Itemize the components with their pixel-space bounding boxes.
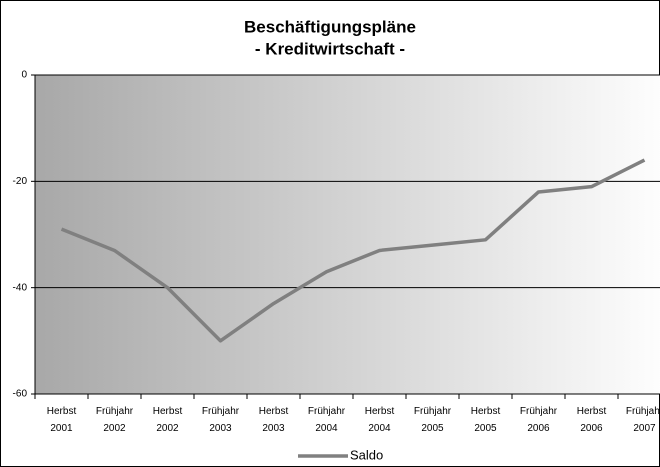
x-tick-label: Herbst 2005 <box>470 406 501 434</box>
x-tick-label: Frühjahr 2007 <box>625 406 660 434</box>
x-tick-label: Herbst 2004 <box>364 406 395 434</box>
chart-title: Beschäftigungspläne <box>244 17 416 36</box>
x-tick-label: Frühjahr 2005 <box>413 406 452 434</box>
x-tick-label: Herbst 2003 <box>258 406 289 434</box>
y-tick-label: 0 <box>21 70 27 81</box>
y-tick-label: -40 <box>13 282 28 293</box>
x-tick-label: Frühjahr 2006 <box>519 406 558 434</box>
plot-area <box>35 75 660 394</box>
x-tick-label: Frühjahr 2004 <box>307 406 346 434</box>
x-tick-label: Herbst 2001 <box>46 406 77 434</box>
x-tick-label: Herbst 2006 <box>576 406 607 434</box>
chart-subtitle: - Kreditwirtschaft - <box>255 39 405 58</box>
y-tick-label: -60 <box>13 389 28 400</box>
y-tick-label: -20 <box>13 176 28 187</box>
x-tick-label: Frühjahr 2002 <box>95 406 134 434</box>
legend-label: Saldo <box>350 447 383 462</box>
line-series <box>60 158 646 343</box>
x-tick-label: Herbst 2002 <box>152 406 183 434</box>
x-tick-label: Frühjahr 2003 <box>201 406 240 434</box>
